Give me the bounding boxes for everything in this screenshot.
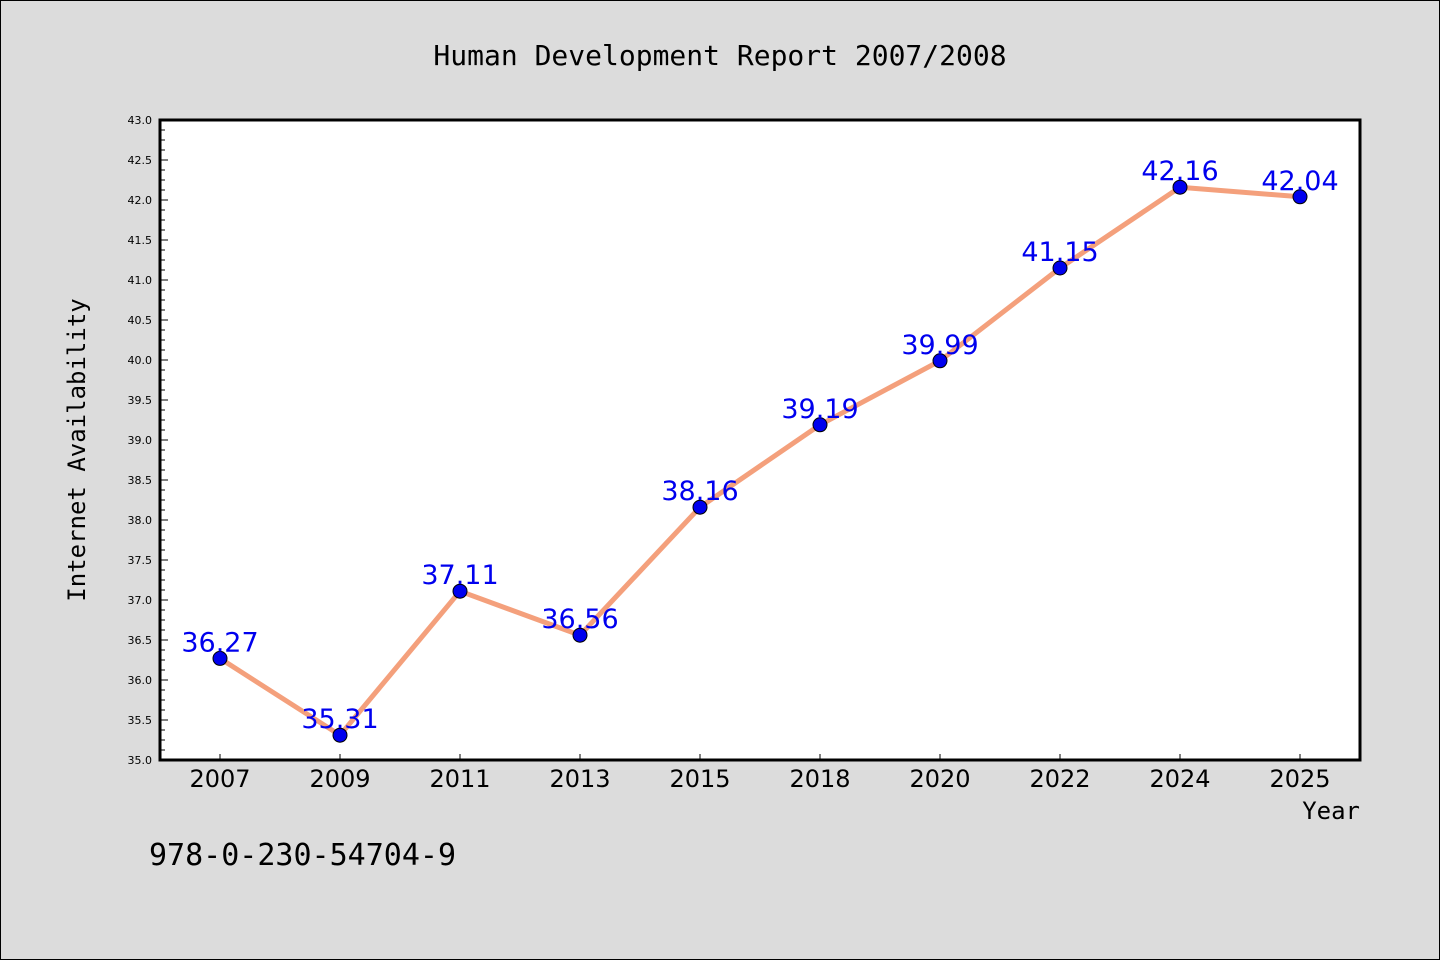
x-axis-label: Year: [1302, 797, 1360, 825]
y-tick-label: 41.0: [128, 274, 153, 287]
series-line: [217, 184, 1303, 738]
y-tick-label: 41.5: [128, 234, 153, 247]
x-tick-label: 2018: [789, 765, 850, 793]
plot-area: [158, 118, 1362, 762]
y-tick-label: 35.0: [128, 754, 153, 767]
x-tick-label: 2009: [309, 765, 370, 793]
y-axis-label: Internet Availability: [63, 298, 91, 601]
data-label: 38.16: [661, 476, 738, 507]
data-label: 39.19: [781, 394, 858, 425]
data-label: 36.56: [541, 604, 618, 635]
y-tick-label: 38.0: [128, 514, 153, 527]
data-point: [932, 353, 948, 369]
y-tick-label: 39.0: [128, 434, 153, 447]
data-label: 42.04: [1261, 166, 1338, 197]
data-point: [812, 417, 828, 433]
data-point: [692, 499, 708, 515]
x-tick-label: 2020: [909, 765, 970, 793]
x-tick-label: 2007: [189, 765, 250, 793]
x-tick-label: 2015: [669, 765, 730, 793]
y-tick-label: 35.5: [128, 714, 153, 727]
y-tick-label: 39.5: [128, 394, 153, 407]
data-label: 39.99: [901, 330, 978, 361]
y-tick-label: 38.5: [128, 474, 153, 487]
data-point: [1292, 189, 1308, 205]
isbn-annotation: 978-0-230-54704-9: [149, 838, 456, 873]
data-label: 35.31: [301, 704, 378, 735]
data-label: 42.16: [1141, 156, 1218, 187]
x-tick-label: 2025: [1269, 765, 1330, 793]
y-tick-label: 42.0: [128, 194, 153, 207]
y-tick-label: 42.5: [128, 154, 153, 167]
data-label: 41.15: [1021, 237, 1098, 268]
data-point: [332, 727, 348, 743]
y-tick-label: 37.5: [128, 554, 153, 567]
x-tick-label: 2024: [1149, 765, 1210, 793]
x-tick-label: 2013: [549, 765, 610, 793]
data-label: 36.27: [181, 627, 258, 658]
y-axis: 35.0 35.5 36.0 36.5 37.0 37.5 38.0 38.5 39.0 39.5…: [128, 114, 168, 767]
x-tick-label: 2011: [429, 765, 490, 793]
series-line-group: [217, 184, 1303, 738]
data-point: [212, 650, 228, 666]
data-point: [1172, 179, 1188, 195]
data-label: 37.11: [421, 560, 498, 591]
y-tick-label: 36.0: [128, 674, 153, 687]
data-point: [452, 583, 468, 599]
x-tick-label: 2022: [1029, 765, 1090, 793]
y-tick-label: 40.5: [128, 314, 153, 327]
y-tick-label: 40.0: [128, 354, 153, 367]
x-axis: 2007 2009 2011 2013 2015 2018 2020 2022 2024 2025: [189, 754, 1331, 793]
series-points-group: [212, 179, 1308, 743]
y-tick-label: 37.0: [128, 594, 153, 607]
data-labels-group: 36.27 35.31 37.11 36.56 38.16 39.19 39.99 41.15…: [181, 156, 1338, 735]
y-tick-label: 36.5: [128, 634, 153, 647]
data-point: [1052, 260, 1068, 276]
data-point: [572, 627, 588, 643]
chart-title: Human Development Report 2007/2008: [433, 39, 1006, 72]
y-tick-label: 43.0: [128, 114, 153, 127]
